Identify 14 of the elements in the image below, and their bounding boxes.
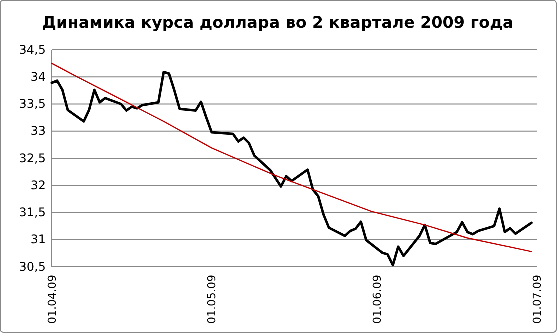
- y-tick-label: 31: [30, 232, 46, 247]
- y-tick-label: 34: [30, 70, 46, 84]
- x-tick-label: 01.05.09: [206, 275, 219, 324]
- y-tick-label: 30,5: [19, 260, 46, 274]
- y-tick-label: 32: [30, 178, 46, 192]
- y-tick-label: 34,5: [19, 42, 46, 57]
- y-tick-label: 33: [30, 124, 46, 138]
- x-tick-label: 01.06.09: [370, 275, 384, 324]
- x-tick-label: 01.04.09: [46, 275, 59, 324]
- y-tick-label: 31,5: [19, 206, 46, 220]
- y-tick-label: 32,5: [19, 151, 46, 166]
- x-tick-label: 01.07.09: [530, 275, 544, 324]
- chart-title: Динамика курса доллара во 2 квартале 2009 года: [42, 13, 514, 32]
- y-tick-label: 33,5: [19, 97, 46, 112]
